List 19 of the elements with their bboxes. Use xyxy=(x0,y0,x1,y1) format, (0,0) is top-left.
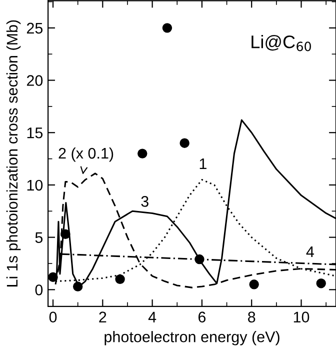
series-label: 2 (x 0.1) xyxy=(58,147,114,162)
x-axis-title: photoelectron energy (eV) xyxy=(104,331,280,346)
y-tick-label: 25 xyxy=(26,22,43,34)
series-label: 4 xyxy=(306,246,314,257)
x-tick-label: 0 xyxy=(49,312,57,322)
annotation: Li@C$_{60}$ xyxy=(252,34,311,52)
y-tick-label: 15 xyxy=(27,128,43,138)
y-tick-label: 0 xyxy=(35,284,43,296)
y-axis-title: Li 1s photoionization cross section (Mb) xyxy=(6,20,21,286)
x-tick-label: 8 xyxy=(248,312,256,322)
x-tick-label: 4 xyxy=(148,312,156,322)
y-tick-label: 5 xyxy=(35,232,43,243)
x-tick-label: 6 xyxy=(198,312,206,322)
x-tick-label: 2 xyxy=(99,312,106,322)
y-tick-label: 20 xyxy=(26,75,43,86)
series-label: 1 xyxy=(200,158,206,170)
series-label: 3 xyxy=(141,196,148,207)
x-tick-label: 10 xyxy=(294,312,310,322)
y-tick-label: 10 xyxy=(27,180,43,191)
